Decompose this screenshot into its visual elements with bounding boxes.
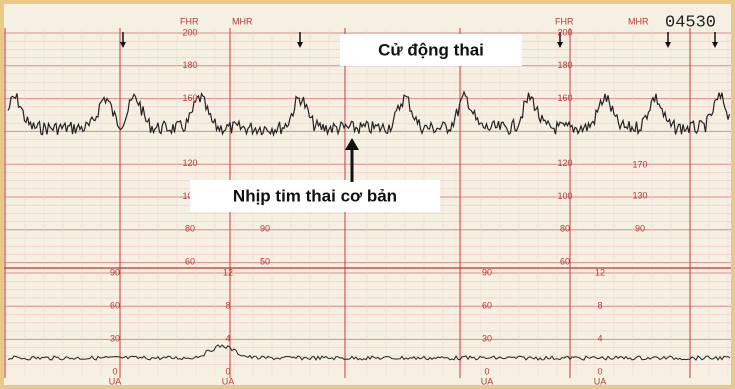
ctg-strip: 2001801601201008060200180160120100806090…: [0, 0, 735, 389]
ua-scale-label: 30: [110, 333, 120, 343]
fhr-scale-label: 80: [560, 224, 570, 234]
fhr-scale-label: 100: [557, 191, 572, 201]
mhr-scale-label: 170: [632, 159, 647, 169]
ua-scale-label: 0: [597, 366, 602, 376]
ua-label: UA: [594, 376, 607, 386]
fhr-scale-label: 120: [182, 158, 197, 168]
fhr-scale-label: 120: [557, 158, 572, 168]
fhr-scale-label: 60: [560, 256, 570, 266]
ua-scale-label: 4: [225, 333, 230, 343]
page: 2001801601201008060200180160120100806090…: [0, 0, 735, 389]
fhr-scale-label: 160: [557, 93, 572, 103]
ua-scale-label: 8: [225, 300, 230, 310]
ua-label: UA: [109, 376, 122, 386]
mhr-scale-label: 90: [635, 223, 645, 233]
annotation: Nhịp tim thai cơ bản: [233, 186, 397, 205]
fhr-scale-label: 180: [182, 60, 197, 70]
fhr-scale-label: 180: [557, 60, 572, 70]
mhr-scale-label: 50: [260, 256, 270, 266]
ua-scale-label: 12: [223, 267, 233, 277]
fhr-scale-label: 200: [557, 27, 572, 37]
ua-scale-label: 0: [225, 366, 230, 376]
fhr-scale-label: 200: [182, 27, 197, 37]
mhr-scale-label: 130: [632, 190, 647, 200]
ua-scale-label: 0: [484, 366, 489, 376]
ua-scale-label: 4: [597, 333, 602, 343]
fhr-label: FHR: [180, 16, 199, 26]
annotation: Cử động thai: [378, 40, 484, 59]
mhr-label: MHR: [232, 16, 253, 26]
ua-scale-label: 60: [110, 300, 120, 310]
ua-scale-label: 8: [597, 300, 602, 310]
ua-scale-label: 90: [110, 267, 120, 277]
fhr-label: FHR: [555, 16, 574, 26]
mhr-label: MHR: [628, 16, 649, 26]
ua-scale-label: 30: [482, 333, 492, 343]
ua-scale-label: 60: [482, 300, 492, 310]
ua-label: UA: [481, 376, 494, 386]
fhr-scale-label: 160: [182, 93, 197, 103]
fhr-scale-label: 80: [185, 224, 195, 234]
ua-label: UA: [222, 376, 235, 386]
ua-scale-label: 12: [595, 267, 605, 277]
ua-scale-label: 90: [482, 267, 492, 277]
fhr-scale-label: 60: [185, 256, 195, 266]
strip-code: 04530: [665, 13, 716, 32]
ua-scale-label: 0: [112, 366, 117, 376]
mhr-scale-label: 90: [260, 223, 270, 233]
